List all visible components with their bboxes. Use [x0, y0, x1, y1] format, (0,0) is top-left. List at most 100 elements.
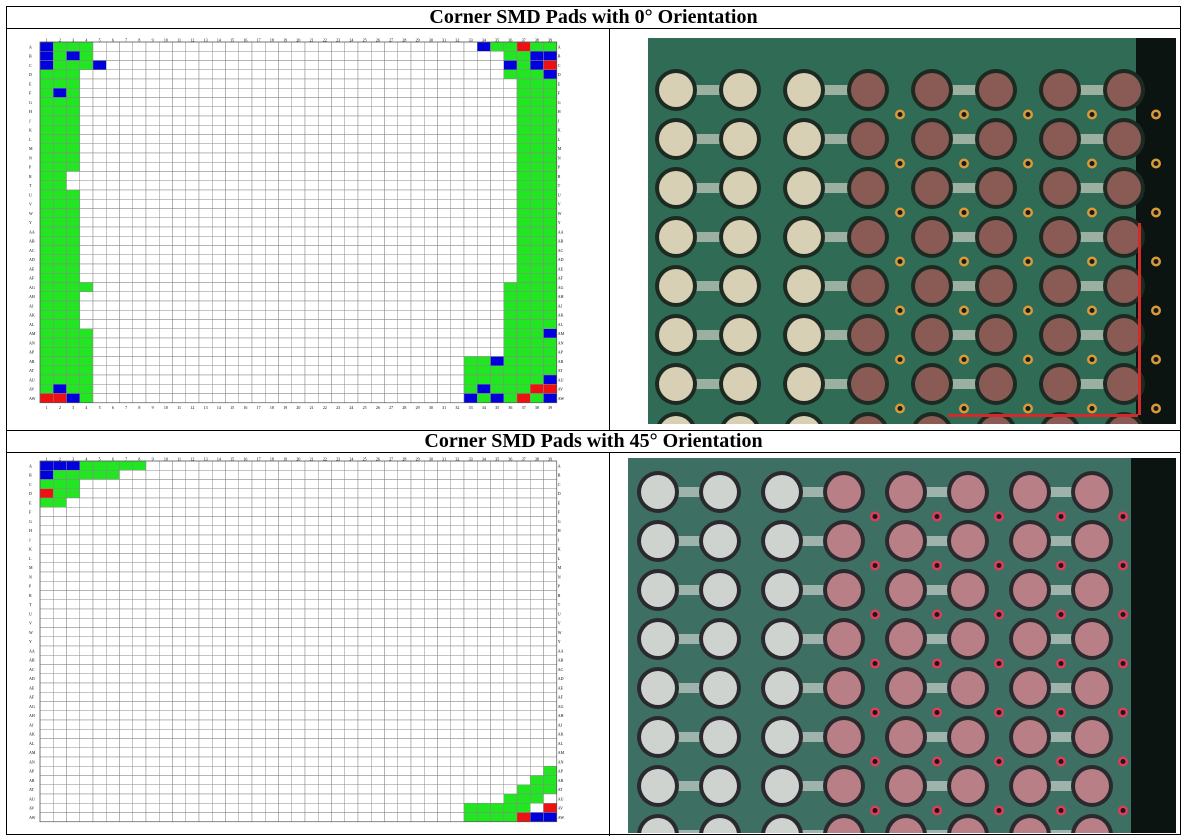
svg-text:H: H: [558, 109, 561, 114]
svg-text:AT: AT: [29, 368, 34, 373]
svg-text:AU: AU: [558, 796, 564, 801]
svg-text:1: 1: [46, 38, 48, 43]
svg-text:B: B: [558, 54, 561, 59]
svg-text:36: 36: [508, 38, 512, 43]
svg-text:AL: AL: [558, 741, 564, 746]
svg-text:AH: AH: [558, 713, 564, 718]
svg-text:31: 31: [442, 38, 446, 43]
svg-text:37: 37: [522, 38, 526, 43]
svg-text:P: P: [29, 584, 32, 589]
svg-text:11: 11: [177, 405, 181, 410]
svg-text:26: 26: [376, 457, 380, 462]
svg-text:T: T: [29, 602, 32, 607]
svg-text:16: 16: [243, 457, 247, 462]
svg-text:U: U: [558, 611, 561, 616]
svg-text:15: 15: [230, 457, 234, 462]
svg-text:20: 20: [296, 457, 300, 462]
svg-text:T: T: [558, 602, 561, 607]
svg-text:14: 14: [217, 457, 221, 462]
column-divider-top: [609, 29, 610, 430]
svg-text:AU: AU: [558, 377, 564, 382]
svg-text:31: 31: [442, 405, 446, 410]
svg-text:1: 1: [46, 405, 48, 410]
svg-text:AW: AW: [29, 396, 36, 401]
svg-text:27: 27: [389, 405, 393, 410]
svg-text:37: 37: [522, 405, 526, 410]
svg-text:AF: AF: [558, 695, 564, 700]
svg-text:AN: AN: [29, 340, 35, 345]
svg-text:10: 10: [164, 38, 168, 43]
svg-text:R: R: [558, 174, 561, 179]
svg-text:C: C: [29, 63, 32, 68]
svg-text:L: L: [29, 137, 32, 142]
svg-text:AG: AG: [29, 285, 35, 290]
svg-text:12: 12: [190, 457, 194, 462]
svg-text:AH: AH: [29, 294, 35, 299]
svg-text:24: 24: [349, 405, 353, 410]
document-table: Corner SMD Pads with 0° Orientation Corn…: [6, 6, 1181, 836]
svg-text:7: 7: [125, 405, 127, 410]
svg-text:P: P: [558, 165, 561, 170]
svg-text:25: 25: [363, 38, 367, 43]
svg-text:39: 39: [548, 38, 552, 43]
svg-text:18: 18: [270, 457, 274, 462]
svg-text:35: 35: [495, 405, 499, 410]
svg-text:28: 28: [402, 405, 406, 410]
svg-text:5: 5: [99, 457, 101, 462]
svg-text:32: 32: [455, 457, 459, 462]
svg-text:AB: AB: [29, 658, 35, 663]
svg-text:AT: AT: [29, 787, 34, 792]
svg-text:B: B: [29, 54, 32, 59]
svg-text:J: J: [558, 537, 560, 542]
svg-text:7: 7: [125, 457, 127, 462]
svg-text:F: F: [29, 510, 32, 515]
svg-text:F: F: [558, 510, 561, 515]
svg-text:23: 23: [336, 405, 340, 410]
svg-text:C: C: [29, 482, 32, 487]
svg-text:AM: AM: [558, 750, 565, 755]
svg-text:AR: AR: [558, 778, 564, 783]
photo-0deg-pads: [648, 38, 1176, 424]
svg-text:P: P: [29, 165, 32, 170]
svg-text:8: 8: [138, 405, 140, 410]
svg-text:29: 29: [416, 38, 420, 43]
svg-text:AU: AU: [29, 796, 35, 801]
svg-text:29: 29: [416, 457, 420, 462]
svg-text:AT: AT: [558, 368, 563, 373]
svg-text:6: 6: [112, 38, 114, 43]
svg-text:25: 25: [363, 457, 367, 462]
svg-text:AJ: AJ: [29, 303, 34, 308]
svg-text:9: 9: [152, 457, 154, 462]
svg-text:15: 15: [230, 405, 234, 410]
svg-text:R: R: [558, 593, 561, 598]
svg-text:M: M: [558, 146, 562, 151]
svg-text:M: M: [29, 565, 33, 570]
svg-text:2: 2: [59, 457, 61, 462]
svg-text:M: M: [29, 146, 33, 151]
svg-text:H: H: [29, 528, 32, 533]
svg-text:AP: AP: [558, 769, 564, 774]
svg-text:AP: AP: [558, 350, 564, 355]
svg-text:AG: AG: [558, 285, 564, 290]
svg-text:K: K: [558, 547, 561, 552]
svg-text:21: 21: [310, 405, 314, 410]
svg-text:12: 12: [190, 38, 194, 43]
svg-text:V: V: [558, 202, 561, 207]
svg-text:AV: AV: [29, 387, 34, 392]
svg-text:AP: AP: [29, 350, 35, 355]
svg-text:20: 20: [296, 38, 300, 43]
svg-text:D: D: [29, 491, 32, 496]
svg-text:11: 11: [177, 38, 181, 43]
svg-text:N: N: [558, 155, 561, 160]
svg-text:30: 30: [429, 457, 433, 462]
svg-text:U: U: [558, 192, 561, 197]
svg-text:R: R: [29, 593, 32, 598]
svg-text:AF: AF: [29, 276, 35, 281]
svg-text:35: 35: [495, 38, 499, 43]
svg-text:AD: AD: [29, 257, 35, 262]
svg-text:39: 39: [548, 457, 552, 462]
svg-text:L: L: [558, 137, 561, 142]
svg-text:N: N: [558, 574, 561, 579]
svg-text:19: 19: [283, 405, 287, 410]
svg-text:W: W: [558, 630, 562, 635]
